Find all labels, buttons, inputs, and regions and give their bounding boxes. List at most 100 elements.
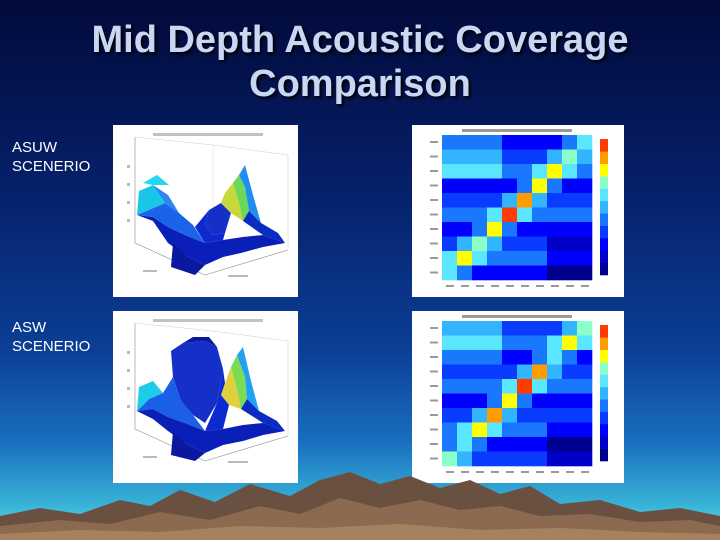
heatmap-cell [577,408,593,423]
heatmap-cell [502,149,518,165]
heatmap-cell [517,350,533,365]
heatmap-cell [577,207,593,223]
heatmap-cell [562,379,578,394]
heatmap-cell [547,178,563,194]
heatmap-cell [442,350,458,365]
heatmap-cell [547,379,563,394]
heatmap-cell [577,265,593,281]
heatmap-cell [532,451,548,467]
colorbar-segment [600,362,608,375]
heatmap-cell [472,178,488,194]
heatmap-cell [442,236,458,252]
heatmap-cell [472,265,488,281]
heatmap-cell [517,251,533,266]
heatmap-asuw-image [412,125,624,297]
colorbar-segment [600,399,608,412]
colorbar-segment [600,139,608,152]
scenario-label-line-1: ASW [12,319,47,336]
heatmap-cell [577,149,593,165]
heatmap-cell [577,379,593,394]
heatmap-cell [442,422,458,438]
slide-title: Mid Depth Acoustic Coverage Comparison [0,18,720,106]
heatmap-cell [487,207,503,223]
heatmap-cell [547,350,563,365]
heatmap-cell [457,335,473,351]
heatmap-cell [562,422,578,438]
heatmap-cell [487,393,503,409]
heatmap-cell [562,236,578,252]
heatmap-cell [547,422,563,438]
heatmap-cell [532,222,548,237]
heatmap-cell [562,350,578,365]
heatmap-cell [502,193,518,208]
heatmap-cell [472,379,488,394]
heatmap-cell [517,193,533,208]
heatmap-cell [562,193,578,208]
heatmap-cell [457,251,473,266]
heatmap-cell [532,207,548,223]
heatmap-cell [487,265,503,281]
colorbar-segment [600,411,608,425]
heatmap-cell [517,393,533,409]
heatmap-cell [547,207,563,223]
heatmap-cell [457,364,473,380]
heatmap-cell [517,178,533,194]
heatmap-cell [502,222,518,237]
heatmap-cell [577,135,593,150]
heatmap-cell [487,149,503,165]
heatmap-cell [532,251,548,266]
colorbar-segment [600,374,608,388]
heatmap-cell [472,164,488,179]
heatmap-cell [562,164,578,179]
heatmap-cell [457,379,473,394]
heatmap-cell [517,408,533,423]
heatmap-cell [577,350,593,365]
heatmap-cell [502,178,518,194]
heatmap-cell [502,164,518,179]
colorbar-segment [600,237,608,251]
heatmap-cell [442,265,458,281]
colorbar-segment [600,250,608,263]
heatmap-cell [472,350,488,365]
heatmap-cell [487,222,503,237]
heatmap-cell [532,164,548,179]
heatmap-cell [562,321,578,336]
heatmap-cell [472,422,488,438]
heatmap-cell [457,422,473,438]
heatmap-cell [487,451,503,467]
heatmap-cell [442,364,458,380]
heatmap-cell [547,135,563,150]
heatmap-cell [547,408,563,423]
heatmap-cell [517,379,533,394]
heatmap-cell [562,207,578,223]
heatmap-cell [472,251,488,266]
heatmap-cell [457,265,473,281]
scenario-label-asw: ASW SCENERIO [12,318,90,356]
heatmap-cell [457,149,473,165]
heatmap-cell [502,236,518,252]
heatmap-cell [517,335,533,351]
heatmap-cell [532,193,548,208]
colorbar-segment [600,337,608,351]
heatmap-cell [547,222,563,237]
surface-plot-asw [113,311,298,483]
heatmap-cell [517,265,533,281]
heatmap-cell [472,335,488,351]
heatmap-cell [457,408,473,423]
heatmap-cell [577,451,593,467]
heatmap-cell [502,321,518,336]
heatmap-cell [517,422,533,438]
heatmap-cell [457,178,473,194]
heatmap-cell [487,251,503,266]
heatmap-cell [487,236,503,252]
heatmap-cell [457,393,473,409]
heatmap-cell [562,437,578,452]
heatmap-cell [577,321,593,336]
heatmap-cell [547,364,563,380]
heatmap-cell [487,135,503,150]
heatmap-cell [442,251,458,266]
heatmap-cell [547,451,563,467]
heatmap-cell [442,164,458,179]
heatmap-cell [502,451,518,467]
heatmap-cell [487,364,503,380]
